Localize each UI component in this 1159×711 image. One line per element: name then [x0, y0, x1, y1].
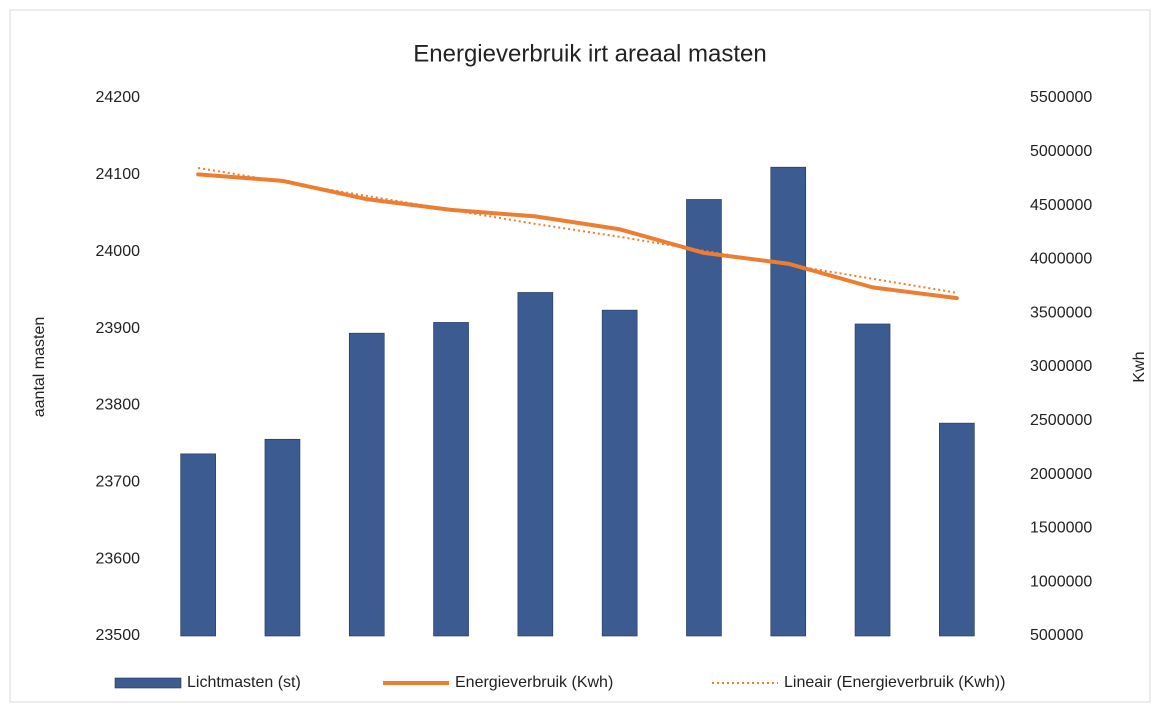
bar — [601, 309, 638, 637]
legend-label: Energieverbruik (Kwh) — [455, 674, 613, 691]
y-tick-label: 23500 — [96, 627, 141, 644]
y2-tick-label: 5500000 — [1030, 89, 1092, 106]
legend-swatch — [114, 677, 182, 689]
y2-tick-label: 2000000 — [1030, 466, 1092, 483]
line — [196, 172, 959, 301]
bar — [180, 453, 216, 637]
trend-line — [197, 166, 958, 294]
y2-tick-label: 500000 — [1030, 627, 1083, 644]
y2-tick-label: 3000000 — [1030, 358, 1092, 375]
y-tick-label: 24000 — [96, 243, 141, 260]
legend-label: Lineair (Energieverbruik (Kwh)) — [784, 674, 1005, 691]
y2-tick-label: 1000000 — [1030, 573, 1092, 590]
y-tick-label: 24200 — [96, 89, 141, 106]
bar — [517, 292, 554, 637]
y2-tick-label: 3500000 — [1030, 304, 1092, 321]
y2-tick-label: 4500000 — [1030, 197, 1092, 214]
y2-tick-label: 2500000 — [1030, 412, 1092, 429]
bar — [854, 323, 891, 637]
bar — [686, 199, 722, 637]
y2-tick-label: 1500000 — [1030, 520, 1092, 537]
bar — [348, 332, 385, 637]
y-tick-label: 23600 — [96, 550, 141, 567]
bar — [770, 166, 807, 637]
y-tick-label: 23800 — [96, 397, 141, 414]
y2-tick-label: 4000000 — [1030, 251, 1092, 268]
y2-tick-label: 5000000 — [1030, 143, 1092, 160]
y-tick-label: 23900 — [96, 320, 141, 337]
bar — [264, 438, 301, 637]
y2-axis-label: Kwh — [1131, 351, 1148, 382]
chart-title: Energieverbruik irt areaal masten — [413, 40, 767, 67]
y-tick-label: 23700 — [96, 474, 141, 491]
bar — [433, 322, 469, 637]
legend-label: Lichtmasten (st) — [187, 674, 301, 691]
bar — [939, 422, 975, 637]
y-tick-label: 24100 — [96, 166, 141, 183]
y-axis-label: aantal masten — [31, 317, 48, 418]
